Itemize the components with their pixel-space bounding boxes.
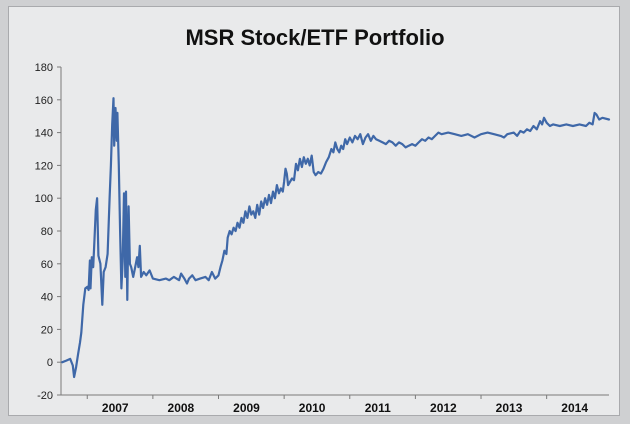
series-group (61, 97, 611, 379)
x-tick-label: 2010 (299, 401, 326, 415)
x-tick-label: 2011 (365, 401, 391, 415)
x-tick-label: 2014 (561, 401, 588, 415)
y-tick-label: 60 (41, 259, 53, 271)
x-tick-label: 2009 (233, 401, 260, 415)
y-tick-label: 120 (35, 160, 53, 172)
y-tick-label: 180 (35, 62, 53, 74)
x-tick-label: 2008 (168, 401, 195, 415)
x-tick-label: 2007 (102, 401, 129, 415)
y-tick-label: -20 (37, 390, 53, 402)
y-axis-ticks: -20 0 20 40 60 80 100 120 140 160 180 (35, 62, 61, 402)
x-tick-label: 2012 (430, 401, 457, 415)
y-tick-label: 80 (41, 226, 53, 238)
chart-title: MSR Stock/ETF Portfolio (185, 25, 444, 50)
line-chart: MSR Stock/ETF Portfolio -20 0 20 40 60 80 100 1… (35, 25, 611, 415)
x-axis-ticks: 2007 2008 2009 2010 2011 2012 2013 2014 (86, 395, 588, 415)
series-line (61, 97, 611, 379)
y-tick-label: 160 (35, 95, 53, 107)
chart-frame: MSR Stock/ETF Portfolio -20 0 20 40 60 80 100 1… (8, 6, 620, 416)
y-tick-label: 0 (47, 357, 53, 369)
y-tick-label: 100 (35, 193, 53, 205)
y-tick-label: 20 (41, 324, 53, 336)
y-tick-label: 40 (41, 292, 53, 304)
axes (60, 67, 609, 396)
x-tick-label: 2013 (496, 401, 523, 415)
y-tick-label: 140 (35, 128, 53, 140)
